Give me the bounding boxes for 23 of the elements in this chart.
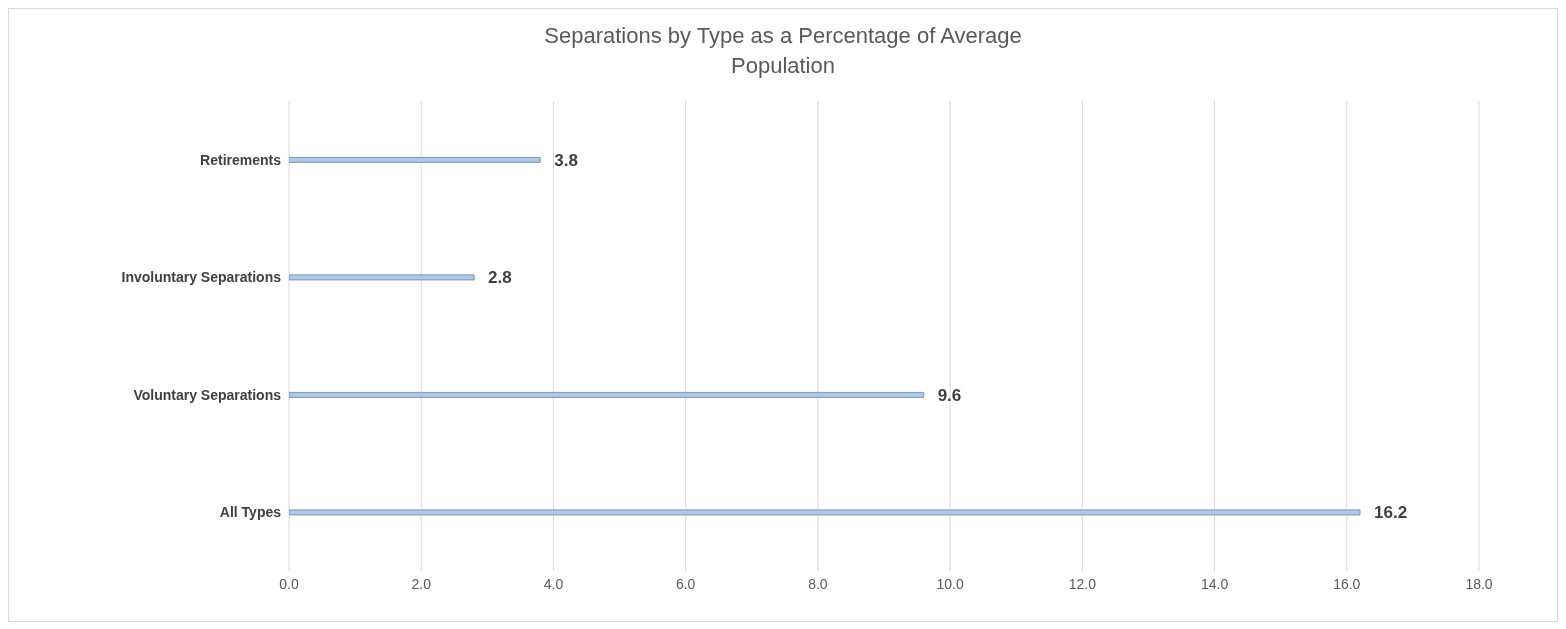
x-tick-label: 0.0 (279, 575, 299, 592)
bar (289, 274, 475, 281)
x-tick-label: 16.0 (1333, 575, 1361, 592)
bar (289, 509, 1361, 516)
x-tick-label: 18.0 (1465, 575, 1493, 592)
y-tick-label: All Types (219, 504, 282, 521)
x-tick-label: 10.0 (936, 575, 964, 592)
chart-title: Separations by Type as a Percentage of Average Population (543, 22, 1023, 80)
data-label: 2.8 (488, 268, 512, 288)
bar (289, 156, 541, 163)
data-label: 16.2 (1374, 503, 1408, 523)
x-tick-label: 4.0 (543, 575, 564, 592)
data-label: 9.6 (937, 385, 962, 405)
data-label: 3.8 (554, 150, 578, 170)
y-tick-label: Retirements (200, 151, 282, 168)
x-tick-label: 12.0 (1068, 575, 1097, 592)
x-tick-label: 14.0 (1200, 575, 1229, 592)
x-tick-label: 8.0 (808, 575, 828, 592)
x-tick-label: 6.0 (675, 575, 696, 592)
bar (289, 391, 925, 398)
y-tick-label: Involuntary Separations (121, 269, 282, 286)
y-tick-label: Voluntary Separations (133, 386, 282, 403)
x-tick-label: 2.0 (411, 575, 432, 592)
